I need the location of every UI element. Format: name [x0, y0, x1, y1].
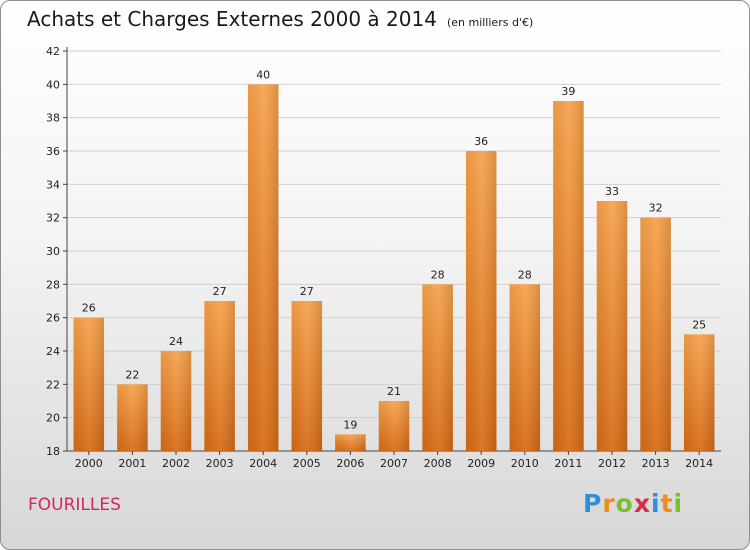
value-label: 24: [169, 335, 183, 348]
value-label: 27: [300, 285, 314, 298]
bar-shading: [465, 151, 497, 451]
y-tick-label: 32: [46, 212, 60, 225]
bar-shading: [422, 284, 453, 451]
proxiti-logo[interactable]: Proxiti: [583, 489, 683, 518]
y-tick-label: 40: [46, 78, 60, 91]
x-tick-label: 2001: [118, 457, 146, 470]
x-tick-label: 2005: [293, 457, 321, 470]
bar-shading: [596, 201, 628, 451]
x-tick-label: 2011: [554, 457, 582, 470]
x-tick-label: 2009: [467, 457, 495, 470]
logo-letter: r: [602, 489, 616, 518]
bar-shading: [335, 434, 366, 451]
x-tick-label: 2013: [642, 457, 670, 470]
bar-shading: [378, 401, 410, 451]
value-label: 19: [343, 418, 357, 431]
y-tick-label: 34: [46, 178, 60, 191]
value-label: 26: [82, 302, 96, 315]
axes: 18 20 22 24 26 28 30 32 34 36 38 40 42 2000 2001 2002 20…: [46, 45, 721, 470]
logo-letter: o: [615, 489, 634, 518]
bar-shading: [247, 84, 279, 451]
y-tick-label: 28: [46, 278, 60, 291]
y-tick-label: 20: [46, 412, 60, 425]
x-tick-label: 2012: [598, 457, 626, 470]
x-tick-label: 2004: [249, 457, 277, 470]
bars: [73, 84, 715, 451]
value-label: 27: [213, 285, 227, 298]
x-tick-label: 2002: [162, 457, 190, 470]
y-tick-label: 22: [46, 378, 60, 391]
bar-shading: [553, 101, 584, 451]
x-tick-label: 2003: [206, 457, 234, 470]
y-tick-label: 24: [46, 345, 60, 358]
x-tick-label: 2010: [511, 457, 539, 470]
y-tick-label: 38: [46, 112, 60, 125]
x-tick-label: 2000: [75, 457, 103, 470]
y-tick-label: 42: [46, 45, 60, 58]
y-tick-label: 36: [46, 145, 60, 158]
x-tick-label: 2014: [685, 457, 713, 470]
town-name: FOURILLES: [28, 495, 121, 515]
value-label: 21: [387, 385, 401, 398]
chart-subtitle: (en milliers d'€): [446, 16, 534, 29]
logo-letter: i: [651, 489, 661, 518]
value-label: 33: [605, 185, 619, 198]
bar-shading: [683, 334, 715, 451]
chart-title-text: Achats et Charges Externes 2000 à 2014: [27, 7, 437, 31]
chart-title: Achats et Charges Externes 2000 à 2014 (e…: [27, 7, 533, 31]
bar-shading: [509, 284, 541, 451]
bar-shading: [291, 301, 323, 451]
logo-letter: x: [633, 489, 651, 518]
x-tick-label: 2008: [424, 457, 452, 470]
value-label: 40: [256, 68, 270, 81]
value-label: 32: [649, 202, 663, 215]
value-label: 39: [561, 85, 575, 98]
logo-letter: i: [673, 489, 684, 518]
x-tick-label: 2006: [336, 457, 364, 470]
value-label: 28: [518, 268, 532, 281]
value-label: 22: [125, 368, 139, 381]
bar-shading: [160, 351, 192, 451]
value-label: 36: [474, 135, 488, 148]
logo-letter: P: [583, 489, 603, 518]
value-labels: 26 22 24 27 40 27 19 21 28 36 28 39 33 32 25: [82, 68, 706, 431]
value-label: 25: [692, 318, 706, 331]
y-tick-label: 30: [46, 245, 60, 258]
y-tick-label: 26: [46, 312, 60, 325]
value-label: 28: [431, 268, 445, 281]
x-tick-label: 2007: [380, 457, 408, 470]
bar-shading: [73, 317, 105, 451]
bar-shading: [640, 217, 671, 451]
logo-letter: t: [660, 489, 674, 518]
y-tick-label: 18: [46, 445, 60, 458]
bar-shading: [204, 301, 235, 451]
bar-shading: [117, 384, 148, 451]
